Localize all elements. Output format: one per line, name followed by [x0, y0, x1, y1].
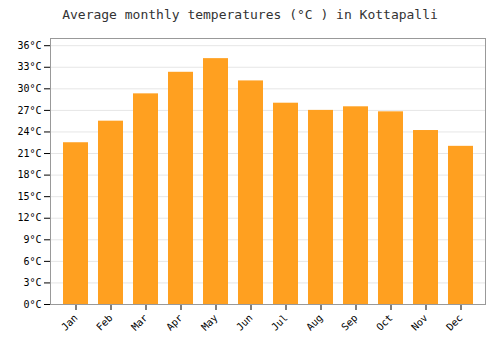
svg-text:6°C: 6°C	[23, 256, 41, 267]
svg-text:Aug: Aug	[304, 312, 325, 333]
svg-text:Feb: Feb	[94, 312, 115, 333]
svg-text:Sep: Sep	[339, 312, 360, 333]
svg-text:24°C: 24°C	[17, 126, 41, 137]
svg-text:3°C: 3°C	[23, 277, 41, 288]
svg-text:33°C: 33°C	[17, 61, 41, 72]
svg-text:12°C: 12°C	[17, 212, 41, 223]
svg-text:May: May	[199, 312, 220, 333]
svg-text:Nov: Nov	[409, 312, 430, 333]
svg-text:15°C: 15°C	[17, 191, 41, 202]
svg-text:21°C: 21°C	[17, 148, 41, 159]
svg-text:Apr: Apr	[164, 312, 185, 333]
svg-text:0°C: 0°C	[23, 299, 41, 310]
svg-text:Jan: Jan	[59, 312, 80, 333]
svg-text:Mar: Mar	[129, 312, 150, 333]
svg-text:30°C: 30°C	[17, 83, 41, 94]
svg-text:Oct: Oct	[374, 312, 395, 333]
svg-text:Jun: Jun	[234, 312, 255, 333]
svg-text:36°C: 36°C	[17, 40, 41, 51]
svg-text:27°C: 27°C	[17, 105, 41, 116]
html-text:Average monthly temperatures (: Average monthly temperatures (°C ) in Ko…	[62, 7, 438, 22]
svg-text:9°C: 9°C	[23, 234, 41, 245]
svg-text:Dec: Dec	[444, 312, 465, 333]
svg-text:18°C: 18°C	[17, 169, 41, 180]
svg-text:Jul: Jul	[269, 312, 290, 333]
